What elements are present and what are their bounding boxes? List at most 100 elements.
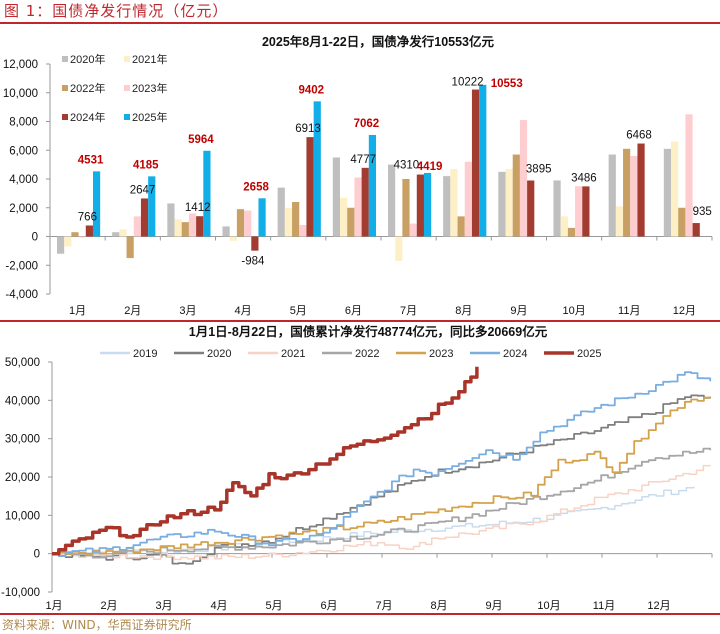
x-tick-label: 10月 [562,305,585,317]
data-label-2024: 4777 [350,154,376,166]
bar-2022年-5月 [292,202,300,237]
bar-2023年-10月 [575,186,583,237]
x-tick-label: 8月 [430,600,447,612]
x-tick-label: 6月 [320,600,337,612]
y-tick-label: -4,000 [5,289,38,301]
bar-2023年-9月 [519,120,528,237]
data-label-2025: 5964 [188,134,214,146]
y-tick-label: 6,000 [9,145,38,157]
bar-2025年-1月 [92,171,101,237]
bar-2024年-8月 [471,89,480,237]
bar-2023年-2月 [133,216,141,237]
bar-2020年-8月 [443,176,451,237]
bar-2020年-6月 [332,157,341,237]
data-label-2024: 3895 [526,164,552,176]
data-label-2025: 4419 [417,161,443,173]
series-line-2021 [52,464,711,561]
data-label-2024: 6468 [626,130,652,142]
legend-label: 2024年 [70,110,105,124]
legend-label: 2021 [281,348,305,360]
x-tick-label: 3月 [155,600,172,612]
bar-2021年-6月 [340,197,348,237]
title-rule [0,22,720,24]
bottom-rule [0,613,720,615]
bar-2022年-4月 [236,209,245,237]
legend-swatch-2023年 [124,85,130,91]
y-tick-label: 2,000 [9,203,38,215]
bar-2023年-12月 [685,114,693,237]
data-label-2024: 4310 [394,160,420,172]
data-label-2024: -984 [241,256,265,268]
bar-2020年-1月 [56,236,65,254]
bar-2024年-10月 [582,186,590,237]
y-tick-label: 20,000 [5,472,40,484]
bar-2021年-5月 [284,207,293,237]
bar-2025年-3月 [203,150,211,237]
y-tick-label: 50,000 [5,357,40,369]
legend-label: 2025 [577,348,601,360]
x-tick-label: 12月 [647,600,670,612]
bar-2025年-5月 [313,101,321,237]
y-tick-label: 8,000 [9,117,38,129]
bar-chart: 2025年8月1-22日，国债净发行10553亿元 -4,000 -2,000 0 2,… [3,34,713,317]
line-chart: 1月1日-8月22日，国债累计净发行48774亿元，同比多20669亿元 -10,… [1,324,713,612]
bar-2021年-2月 [119,229,127,237]
x-tick-label: 4月 [210,600,227,612]
bar-2022年-6月 [347,207,355,237]
legend-label: 2019 [133,348,157,360]
x-tick-label: 8月 [455,305,472,317]
series-line-2022 [52,447,712,559]
bar-2022年-2月 [126,236,134,259]
x-tick-label: 10月 [537,600,560,612]
legend-label: 2022 [355,348,379,360]
bar-2021年-12月 [671,141,679,237]
x-tick-label: 1月 [69,305,86,317]
x-tick-label: 2月 [100,600,117,612]
bar-2022年-12月 [678,207,686,237]
y-tick-label: 40,000 [5,395,40,407]
bar-2020年-11月 [608,154,616,237]
bar-2024年-11月 [637,143,645,237]
x-tick-label: 5月 [265,600,282,612]
legend-swatch-2021年 [124,56,130,62]
legend-label: 2022年 [70,81,105,95]
data-label-2024: 1412 [185,202,211,214]
bar-2021年-8月 [450,168,458,237]
data-label-2025: 2658 [243,181,269,193]
x-tick-label: 9月 [485,600,502,612]
x-tick-label: 4月 [235,305,252,317]
y-tick-label: 4,000 [9,174,38,186]
x-tick-label: 5月 [290,305,307,317]
bar-2022年-11月 [623,148,631,237]
bar-2025年-4月 [258,198,266,237]
source-note: 资料来源：WIND，华西证券研究所 [2,618,192,632]
bar-2025年-8月 [479,84,487,237]
legend-label: 2025年 [132,110,167,124]
x-tick-label: 3月 [179,305,196,317]
bar-2022年-8月 [457,216,465,237]
data-label-2025: 9402 [298,84,324,96]
legend-swatch-2020年 [62,56,68,62]
bar-2021年-9月 [505,168,513,237]
figure-title: 图 1：国债净发行情况（亿元） [4,2,229,20]
series-line-2020 [52,394,712,565]
data-label-2025: 7062 [354,118,380,130]
legend-label: 2020年 [70,52,105,66]
bar-2022年-9月 [512,154,520,237]
x-tick-label: 6月 [345,305,362,317]
x-tick-label: 7月 [375,600,392,612]
y-tick-label: -10,000 [1,587,40,599]
x-tick-label: 1月 [45,600,62,612]
data-label-2025: 4531 [78,154,104,166]
x-tick-label: 11月 [618,305,640,317]
legend-label: 2023 [429,348,453,360]
legend-swatch-2022年 [62,85,68,91]
y-tick-label: 0 [34,549,40,561]
bar-2020年-9月 [498,171,506,237]
x-tick-label: 11月 [593,600,615,612]
legend-swatch-2024年 [62,114,68,120]
bar-2023年-4月 [244,210,252,237]
bar-2021年-4月 [229,236,237,241]
bar-2024年-9月 [527,180,535,237]
bar-2025年-2月 [148,176,156,237]
